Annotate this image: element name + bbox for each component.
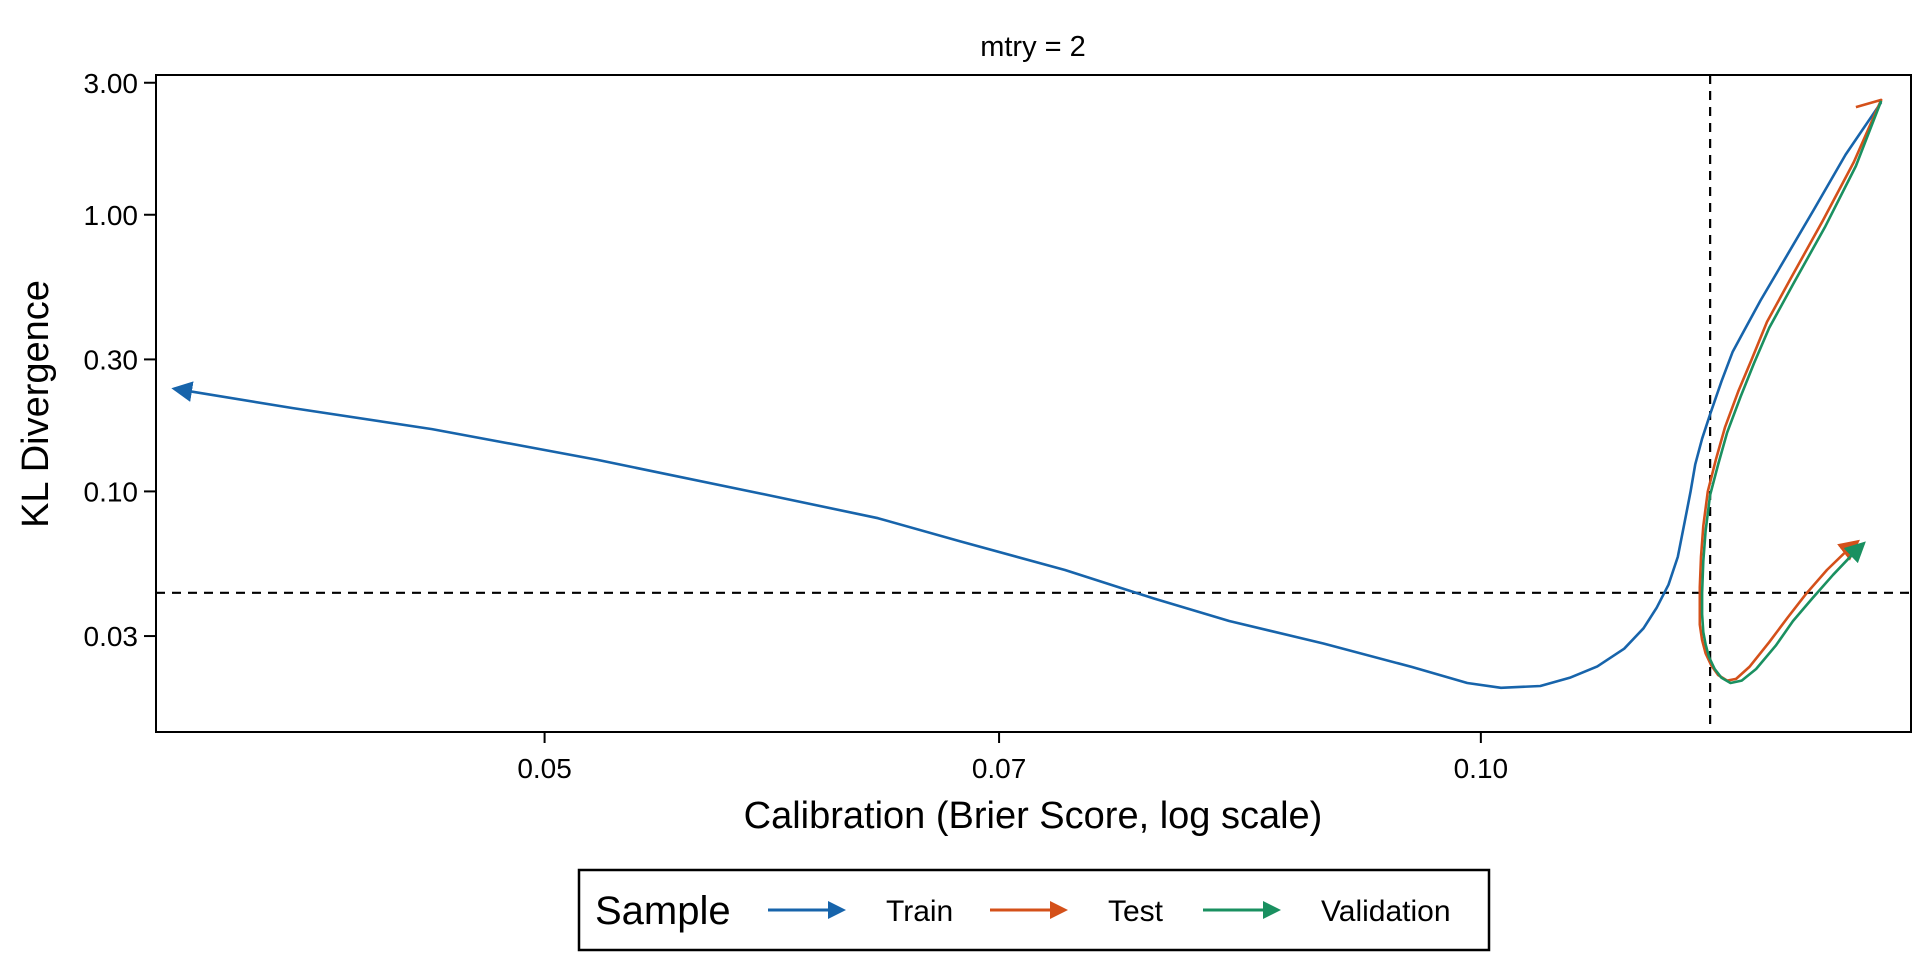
plot-panel	[155, 74, 1912, 733]
y-tick-label: 3.00	[84, 68, 139, 99]
x-tick-label: 0.05	[517, 753, 572, 784]
y-axis-title: KL Divergence	[15, 280, 57, 528]
x-tick-label: 0.10	[1454, 753, 1509, 784]
legend-arrow-icon	[1050, 901, 1068, 919]
legend-items: Train Test Validation	[768, 895, 1451, 928]
y-tick-label: 0.03	[84, 621, 139, 652]
legend-label: Test	[1108, 895, 1164, 928]
y-axis: 3.00 1.00 0.30 0.10 0.03	[84, 68, 156, 652]
legend-label: Train	[886, 895, 953, 928]
legend: Sample Train Test Validation	[577, 868, 1491, 952]
legend-arrow-icon	[1263, 901, 1281, 919]
legend-arrow-icon	[828, 901, 846, 919]
y-tick-label: 1.00	[84, 200, 139, 231]
chart-title: mtry = 2	[980, 31, 1086, 63]
series-line-test	[1698, 98, 1883, 682]
legend-item-test: Test	[990, 895, 1164, 928]
legend-label: Validation	[1321, 895, 1451, 928]
legend-title: Sample	[595, 889, 731, 933]
x-axis: 0.05 0.07 0.10	[517, 732, 1508, 784]
legend-item-validation: Validation	[1203, 895, 1451, 928]
y-tick-label: 0.10	[84, 476, 139, 507]
series-line-train	[171, 101, 1883, 690]
reference-lines	[156, 75, 1911, 732]
legend-item-train: Train	[768, 895, 953, 928]
series-lines	[171, 98, 1883, 690]
x-tick-label: 0.07	[972, 753, 1027, 784]
x-axis-title: Calibration (Brier Score, log scale)	[744, 795, 1323, 837]
y-tick-label: 0.30	[84, 344, 139, 375]
series-line-validation	[1700, 100, 1883, 685]
